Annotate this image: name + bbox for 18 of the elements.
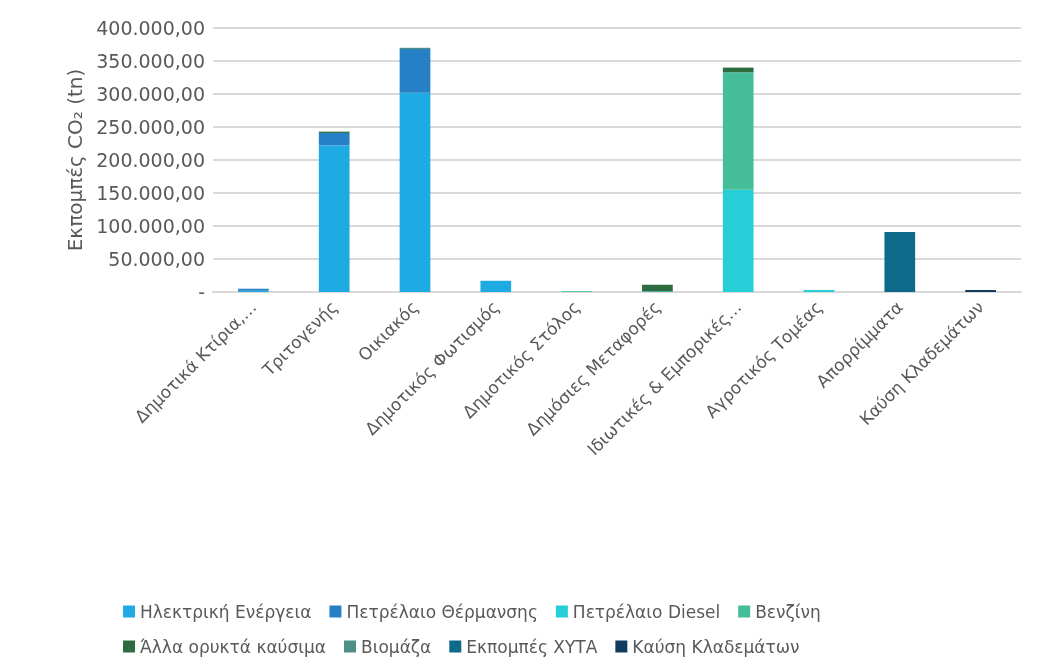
- legend-label: Εκπομπές ΧΥΤΑ: [466, 636, 598, 657]
- y-tick-label: 350.000,00: [96, 50, 205, 72]
- y-tick-label: 100.000,00: [96, 215, 205, 237]
- legend-label: Πετρέλαιο Diesel: [572, 601, 721, 622]
- y-tick-label: -: [198, 281, 205, 303]
- legend-label: Ηλεκτρική Ενέργεια: [140, 601, 312, 622]
- y-tick-label: 150.000,00: [96, 182, 205, 204]
- y-tick-label: 250.000,00: [96, 116, 205, 138]
- legend-label: Άλλα ορυκτά καύσιμα: [140, 636, 327, 657]
- legend-label: Πετρέλαιο Θέρμανσης: [346, 601, 538, 622]
- y-axis-title: Εκπομπές CO₂ (tn): [63, 68, 88, 252]
- legend-label: Βιομάζα: [361, 636, 432, 657]
- y-tick-label: 200.000,00: [96, 149, 205, 171]
- legend-label: Βενζίνη: [755, 601, 821, 622]
- y-tick-label: 300.000,00: [96, 83, 205, 105]
- y-tick-label: 400.000,00: [96, 17, 205, 39]
- legend-label: Καύση Κλαδεμάτων: [632, 636, 800, 657]
- y-tick-label: 50.000,00: [108, 248, 205, 270]
